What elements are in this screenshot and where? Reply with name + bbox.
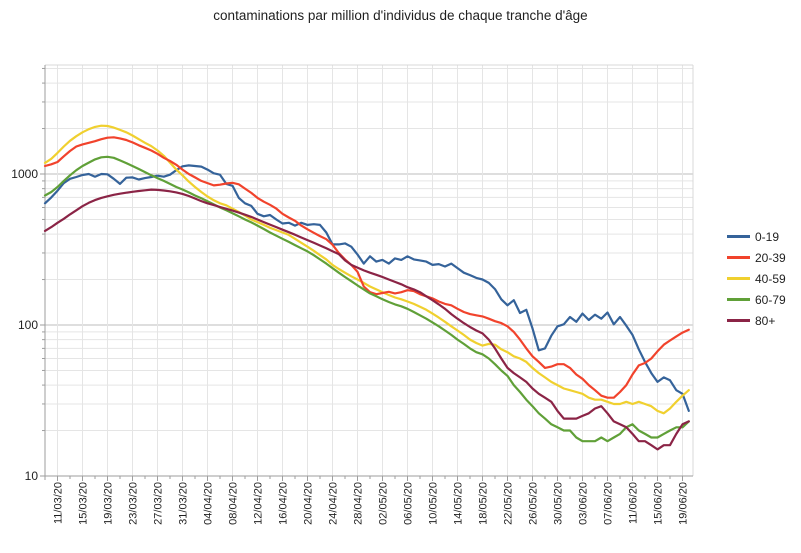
x-axis-tick-label: 20/04/20 [303,482,315,525]
legend-swatch-40-59-icon [727,277,750,280]
legend-label-0-19: 0-19 [755,229,780,244]
legend-swatch-20-39-icon [727,256,750,259]
legend: 0-19 20-39 40-59 60-79 80+ [727,226,786,331]
x-axis-tick-label: 14/05/20 [453,482,465,525]
legend-label-20-39: 20-39 [755,250,786,265]
series-line-40-59 [43,124,690,415]
x-axis-tick-label: 18/05/20 [478,482,490,525]
legend-label-60-79: 60-79 [755,292,786,307]
x-axis-tick-label: 24/04/20 [328,482,340,525]
x-axis-tick-label: 27/03/20 [153,482,165,525]
x-axis-tick-label: 26/05/20 [528,482,540,525]
x-axis-tick-label: 15/03/20 [78,482,90,525]
legend-item-80plus: 80+ [727,310,786,331]
x-axis-tick-label: 07/06/20 [603,482,615,525]
x-axis-tick-label: 30/05/20 [553,482,565,525]
legend-item-60-79: 60-79 [727,289,786,310]
legend-item-20-39: 20-39 [727,247,786,268]
series-line-80+ [43,188,690,451]
legend-item-40-59: 40-59 [727,268,786,289]
series-line-20-39 [43,136,690,399]
legend-swatch-80plus-icon [727,319,750,322]
chart-title: contaminations par million d'individus d… [213,8,588,23]
x-axis-tick-label: 11/03/20 [53,482,65,524]
x-axis-tick-label: 15/06/20 [653,482,665,525]
legend-swatch-0-19-icon [727,235,750,238]
y-axis-tick-label: 1000 [11,167,38,181]
x-axis-tick-label: 19/06/20 [678,482,690,525]
x-axis-tick-label: 04/04/20 [203,482,215,525]
y-axis-tick-label: 10 [25,469,39,483]
legend-swatch-60-79-icon [727,298,750,301]
x-axis-tick-label: 10/05/20 [428,482,440,525]
x-axis-tick-label: 16/04/20 [278,482,290,525]
x-axis-tick-label: 23/03/20 [128,482,140,525]
x-axis-tick-label: 22/05/20 [503,482,515,525]
x-axis-tick-label: 19/03/20 [103,482,115,525]
legend-item-0-19: 0-19 [727,226,786,247]
x-axis-tick-label: 11/06/20 [628,482,640,524]
x-axis-tick-label: 03/06/20 [578,482,590,525]
x-axis-tick-label: 28/04/20 [353,482,365,525]
x-axis-tick-label: 12/04/20 [253,482,265,525]
x-axis-tick-label: 02/05/20 [378,482,390,525]
legend-label-40-59: 40-59 [755,271,786,286]
series-line-60-79 [43,155,690,443]
y-axis-tick-label: 100 [18,318,38,332]
x-axis-tick-label: 31/03/20 [178,482,190,525]
x-axis-tick-label: 08/04/20 [228,482,240,525]
legend-label-80plus: 80+ [755,313,776,328]
x-axis-tick-label: 06/05/20 [403,482,415,525]
